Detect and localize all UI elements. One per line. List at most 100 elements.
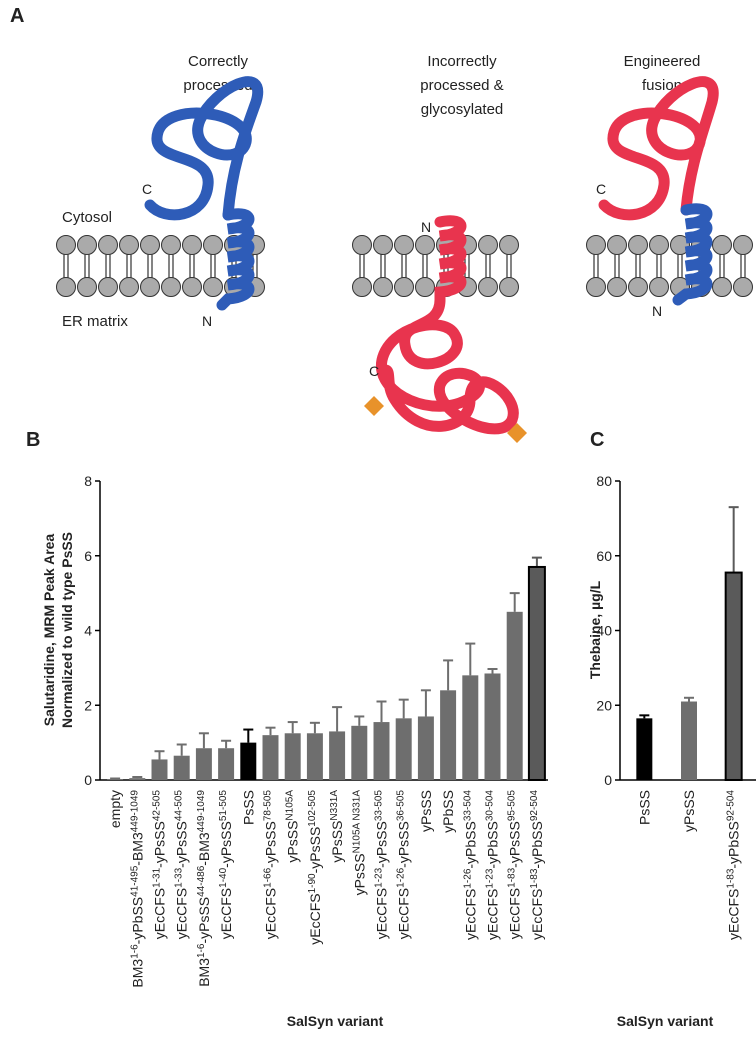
label-part: 95-505 [506,790,517,822]
label-part: -yPbSS [726,821,742,868]
bar [440,690,457,780]
c-label: C [596,181,606,197]
lipid-head [352,235,372,255]
y-tick-label: 2 [84,697,92,713]
title: glycosylated [421,101,504,118]
label-part: 1-83 [725,868,736,888]
lipid-head [733,277,753,297]
lipid-head [203,277,223,297]
label-part: 92-504 [528,790,539,822]
title: Engineered [624,53,701,70]
lipid-head [586,235,606,255]
label-part: 1-83 [506,867,517,887]
bar [107,779,124,780]
label-part: 1-6 [129,944,140,959]
bar [724,571,743,781]
label-part: 78-505 [262,790,273,822]
x-tick-label: yEcCFS1-23-yPsSS33-505 [373,790,390,940]
label-part: yPsSS [681,790,697,832]
lipid-head [499,277,519,297]
bar [351,725,368,780]
label-part: 33-505 [373,790,384,822]
helix [434,215,467,306]
termini: C N C N C N [142,181,662,379]
label-part: empty [107,790,123,828]
bar [484,673,501,780]
bar [681,701,697,780]
lipid-head [712,235,732,255]
label-part: 449-1049 [129,790,140,833]
lipid-head [733,235,753,255]
title: processed & [420,77,503,94]
lipid-head [670,235,690,255]
n-label: N [652,303,662,319]
bar [462,675,479,780]
cytosol-label: Cytosol [62,209,112,226]
y-tick-label: 0 [604,772,612,788]
protein [598,76,719,221]
label-part: 92-504 [725,790,736,822]
lipid-head [119,277,139,297]
bar [527,565,546,782]
label-part: yEcCFS [396,888,412,939]
x-tick-label: yEcCFS1-66-yPsSS78-505 [262,790,279,940]
label-part: -yPsSS [507,821,523,868]
lipid-head [394,277,414,297]
label-part: 1-90 [306,873,317,893]
label-part: 449-1049 [195,790,206,833]
x-tick-label: yEcCFS1-26-yPsSS36-505 [395,790,412,940]
lipid-head [607,235,627,255]
lipid-head [649,277,669,297]
y-tick-label: 80 [596,473,612,489]
label-part: -yPsSS [196,897,212,944]
x-tick-label: yPsSS [418,790,434,832]
n-label: N [421,219,431,235]
bar [329,731,346,780]
x-tick-label: yPsSS [681,790,697,832]
bar [284,733,301,780]
label-part: 1-23 [484,868,495,888]
x-tick-label: yPsSSN105A N331A [351,790,368,896]
label-part: 36-505 [395,790,406,822]
helix [672,203,713,306]
x-tick-label: empty [107,790,123,828]
label-part: N331A [329,790,340,821]
lipid-head [628,277,648,297]
n-label: N [202,313,212,329]
label-part: -yPsSS [174,821,190,868]
x-axis-title: SalSyn variant [287,1013,384,1029]
x-tick-label: yPsSSN331A [329,790,346,863]
panel-label: B [26,429,40,451]
label-part: -BM3 [196,832,212,866]
label-part: yEcCFS [374,888,390,939]
y-tick-label: 4 [84,623,92,639]
y-axis-title: Normalized to wild type PsSS [59,532,75,728]
proteins [144,76,719,435]
label-part: -yPsSS [396,821,412,868]
label-part: -yPbSS [462,821,478,868]
lipid-head [373,277,393,297]
label-part: yEcCFS [307,893,323,944]
label-part: 1-6 [195,943,206,958]
label-part: 30-504 [484,790,495,822]
bar [129,778,146,780]
lipid-head [56,235,76,255]
label-part: -yPbSS [485,821,501,868]
label-part: -yPbSS [129,897,145,944]
er-label: ER matrix [62,313,128,330]
label-part: -yPbSS [529,821,545,868]
lipid-head [586,277,606,297]
bar [218,748,235,780]
label-part: BM3 [129,959,145,988]
x-tick-label: BM31-6-yPbSS41-495-BM3449-1049 [129,790,146,988]
lipid-head [203,235,223,255]
lipid-head [98,277,118,297]
label-part: 42-505 [151,790,162,822]
lipid-head [649,235,669,255]
lipid-head [182,277,202,297]
x-tick-label: yEcCFS1-33-yPsSS44-505 [173,790,190,940]
x-tick-label: yEcCFS1-90-yPsSS102-505 [306,790,323,945]
title: Incorrectly [427,53,497,70]
panel-label: C [590,429,604,451]
y-tick-label: 60 [596,548,612,564]
